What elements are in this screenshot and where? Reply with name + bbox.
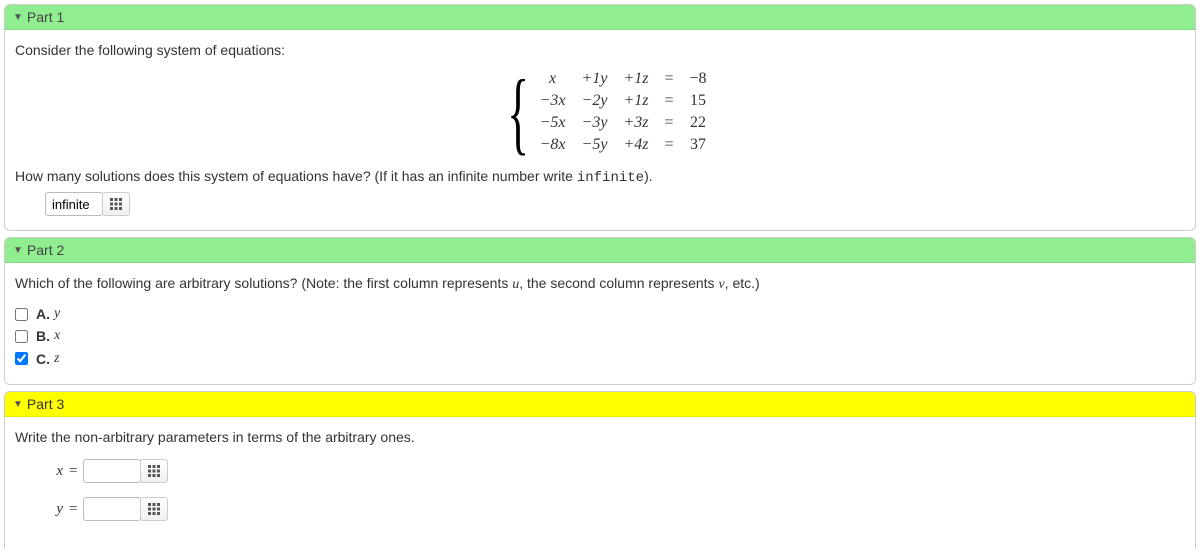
part3-prompt: Write the non-arbitrary parameters in te… bbox=[15, 429, 1185, 445]
eq-cell: = bbox=[656, 90, 681, 112]
eq-cell: −3y bbox=[574, 112, 616, 134]
keypad-icon bbox=[148, 465, 160, 477]
eq-cell: 22 bbox=[682, 112, 715, 134]
question-text: How many solutions does this system of e… bbox=[15, 168, 577, 184]
param-lhs: y bbox=[35, 501, 63, 518]
option-var: x bbox=[54, 325, 60, 347]
part1-panel: ▼ Part 1 Consider the following system o… bbox=[4, 4, 1196, 231]
keypad-button[interactable] bbox=[140, 497, 168, 521]
part1-title: Part 1 bbox=[27, 9, 64, 25]
eq-cell: +3z bbox=[615, 112, 656, 134]
part2-title: Part 2 bbox=[27, 242, 64, 258]
equals-sign: = bbox=[69, 501, 77, 518]
keypad-icon bbox=[110, 198, 122, 210]
option-label: C. bbox=[36, 348, 50, 370]
eq-cell: 37 bbox=[682, 134, 715, 156]
option-list: A. y B. x C. z bbox=[15, 303, 1185, 370]
part2-panel: ▼ Part 2 Which of the following are arbi… bbox=[4, 237, 1196, 385]
equation-system: { x +1y +1z = −8 −3x −2y +1z = 15 bbox=[15, 68, 1185, 156]
param-y-row: y = bbox=[35, 497, 1185, 521]
option-label: B. bbox=[36, 325, 50, 347]
collapse-icon: ▼ bbox=[13, 399, 23, 410]
eq-row: −3x −2y +1z = 15 bbox=[532, 90, 715, 112]
part1-header[interactable]: ▼ Part 1 bbox=[5, 5, 1195, 30]
part1-prompt: Consider the following system of equatio… bbox=[15, 42, 1185, 58]
option-a-checkbox[interactable] bbox=[15, 308, 28, 321]
eq-cell: x bbox=[532, 68, 574, 90]
option-b: B. x bbox=[15, 325, 1185, 347]
question-text-end: ). bbox=[644, 168, 653, 184]
prompt-text: , the second column represents bbox=[519, 275, 718, 291]
eq-cell: −8 bbox=[682, 68, 715, 90]
eq-cell: +1y bbox=[574, 68, 616, 90]
eq-row: −8x −5y +4z = 37 bbox=[532, 134, 715, 156]
equals-sign: = bbox=[69, 463, 77, 480]
option-c-checkbox[interactable] bbox=[15, 352, 28, 365]
eq-cell: −5x bbox=[532, 112, 574, 134]
part3-header[interactable]: ▼ Part 3 bbox=[5, 392, 1195, 417]
eq-cell: = bbox=[656, 134, 681, 156]
param-x-input[interactable] bbox=[83, 459, 141, 483]
option-var: y bbox=[54, 303, 60, 325]
part1-body: Consider the following system of equatio… bbox=[5, 30, 1195, 230]
param-y-input[interactable] bbox=[83, 497, 141, 521]
param-x-row: x = bbox=[35, 459, 1185, 483]
eq-cell: −3x bbox=[532, 90, 574, 112]
keypad-icon bbox=[148, 503, 160, 515]
part2-body: Which of the following are arbitrary sol… bbox=[5, 263, 1195, 384]
prompt-text: , etc.) bbox=[725, 275, 760, 291]
part3-body: Write the non-arbitrary parameters in te… bbox=[5, 417, 1195, 549]
part3-title: Part 3 bbox=[27, 396, 64, 412]
param-list: x = y = bbox=[35, 459, 1185, 521]
param-lhs: x bbox=[35, 463, 63, 480]
question-code: infinite bbox=[577, 170, 644, 186]
equation-table: x +1y +1z = −8 −3x −2y +1z = 15 −5x bbox=[532, 68, 715, 156]
left-brace-icon: { bbox=[508, 68, 530, 156]
part3-panel: ▼ Part 3 Write the non-arbitrary paramet… bbox=[4, 391, 1196, 549]
option-a: A. y bbox=[15, 303, 1185, 325]
eq-cell: −2y bbox=[574, 90, 616, 112]
option-b-checkbox[interactable] bbox=[15, 330, 28, 343]
eq-cell: −8x bbox=[532, 134, 574, 156]
eq-cell: +1z bbox=[615, 90, 656, 112]
eq-row: −5x −3y +3z = 22 bbox=[532, 112, 715, 134]
eq-cell: −5y bbox=[574, 134, 616, 156]
part1-question: How many solutions does this system of e… bbox=[15, 168, 1185, 186]
eq-row: x +1y +1z = −8 bbox=[532, 68, 715, 90]
collapse-icon: ▼ bbox=[13, 245, 23, 256]
option-var: z bbox=[54, 348, 59, 370]
eq-cell: 15 bbox=[682, 90, 715, 112]
eq-cell: = bbox=[656, 112, 681, 134]
keypad-button[interactable] bbox=[102, 192, 130, 216]
eq-cell: = bbox=[656, 68, 681, 90]
part2-header[interactable]: ▼ Part 2 bbox=[5, 238, 1195, 263]
prompt-text: Which of the following are arbitrary sol… bbox=[15, 275, 512, 291]
option-c: C. z bbox=[15, 348, 1185, 370]
keypad-button[interactable] bbox=[140, 459, 168, 483]
solutions-input[interactable] bbox=[45, 192, 103, 216]
eq-cell: +1z bbox=[615, 68, 656, 90]
eq-cell: +4z bbox=[615, 134, 656, 156]
part1-answer-row bbox=[45, 192, 1185, 216]
option-label: A. bbox=[36, 303, 50, 325]
part2-prompt: Which of the following are arbitrary sol… bbox=[15, 275, 1185, 293]
collapse-icon: ▼ bbox=[13, 12, 23, 23]
